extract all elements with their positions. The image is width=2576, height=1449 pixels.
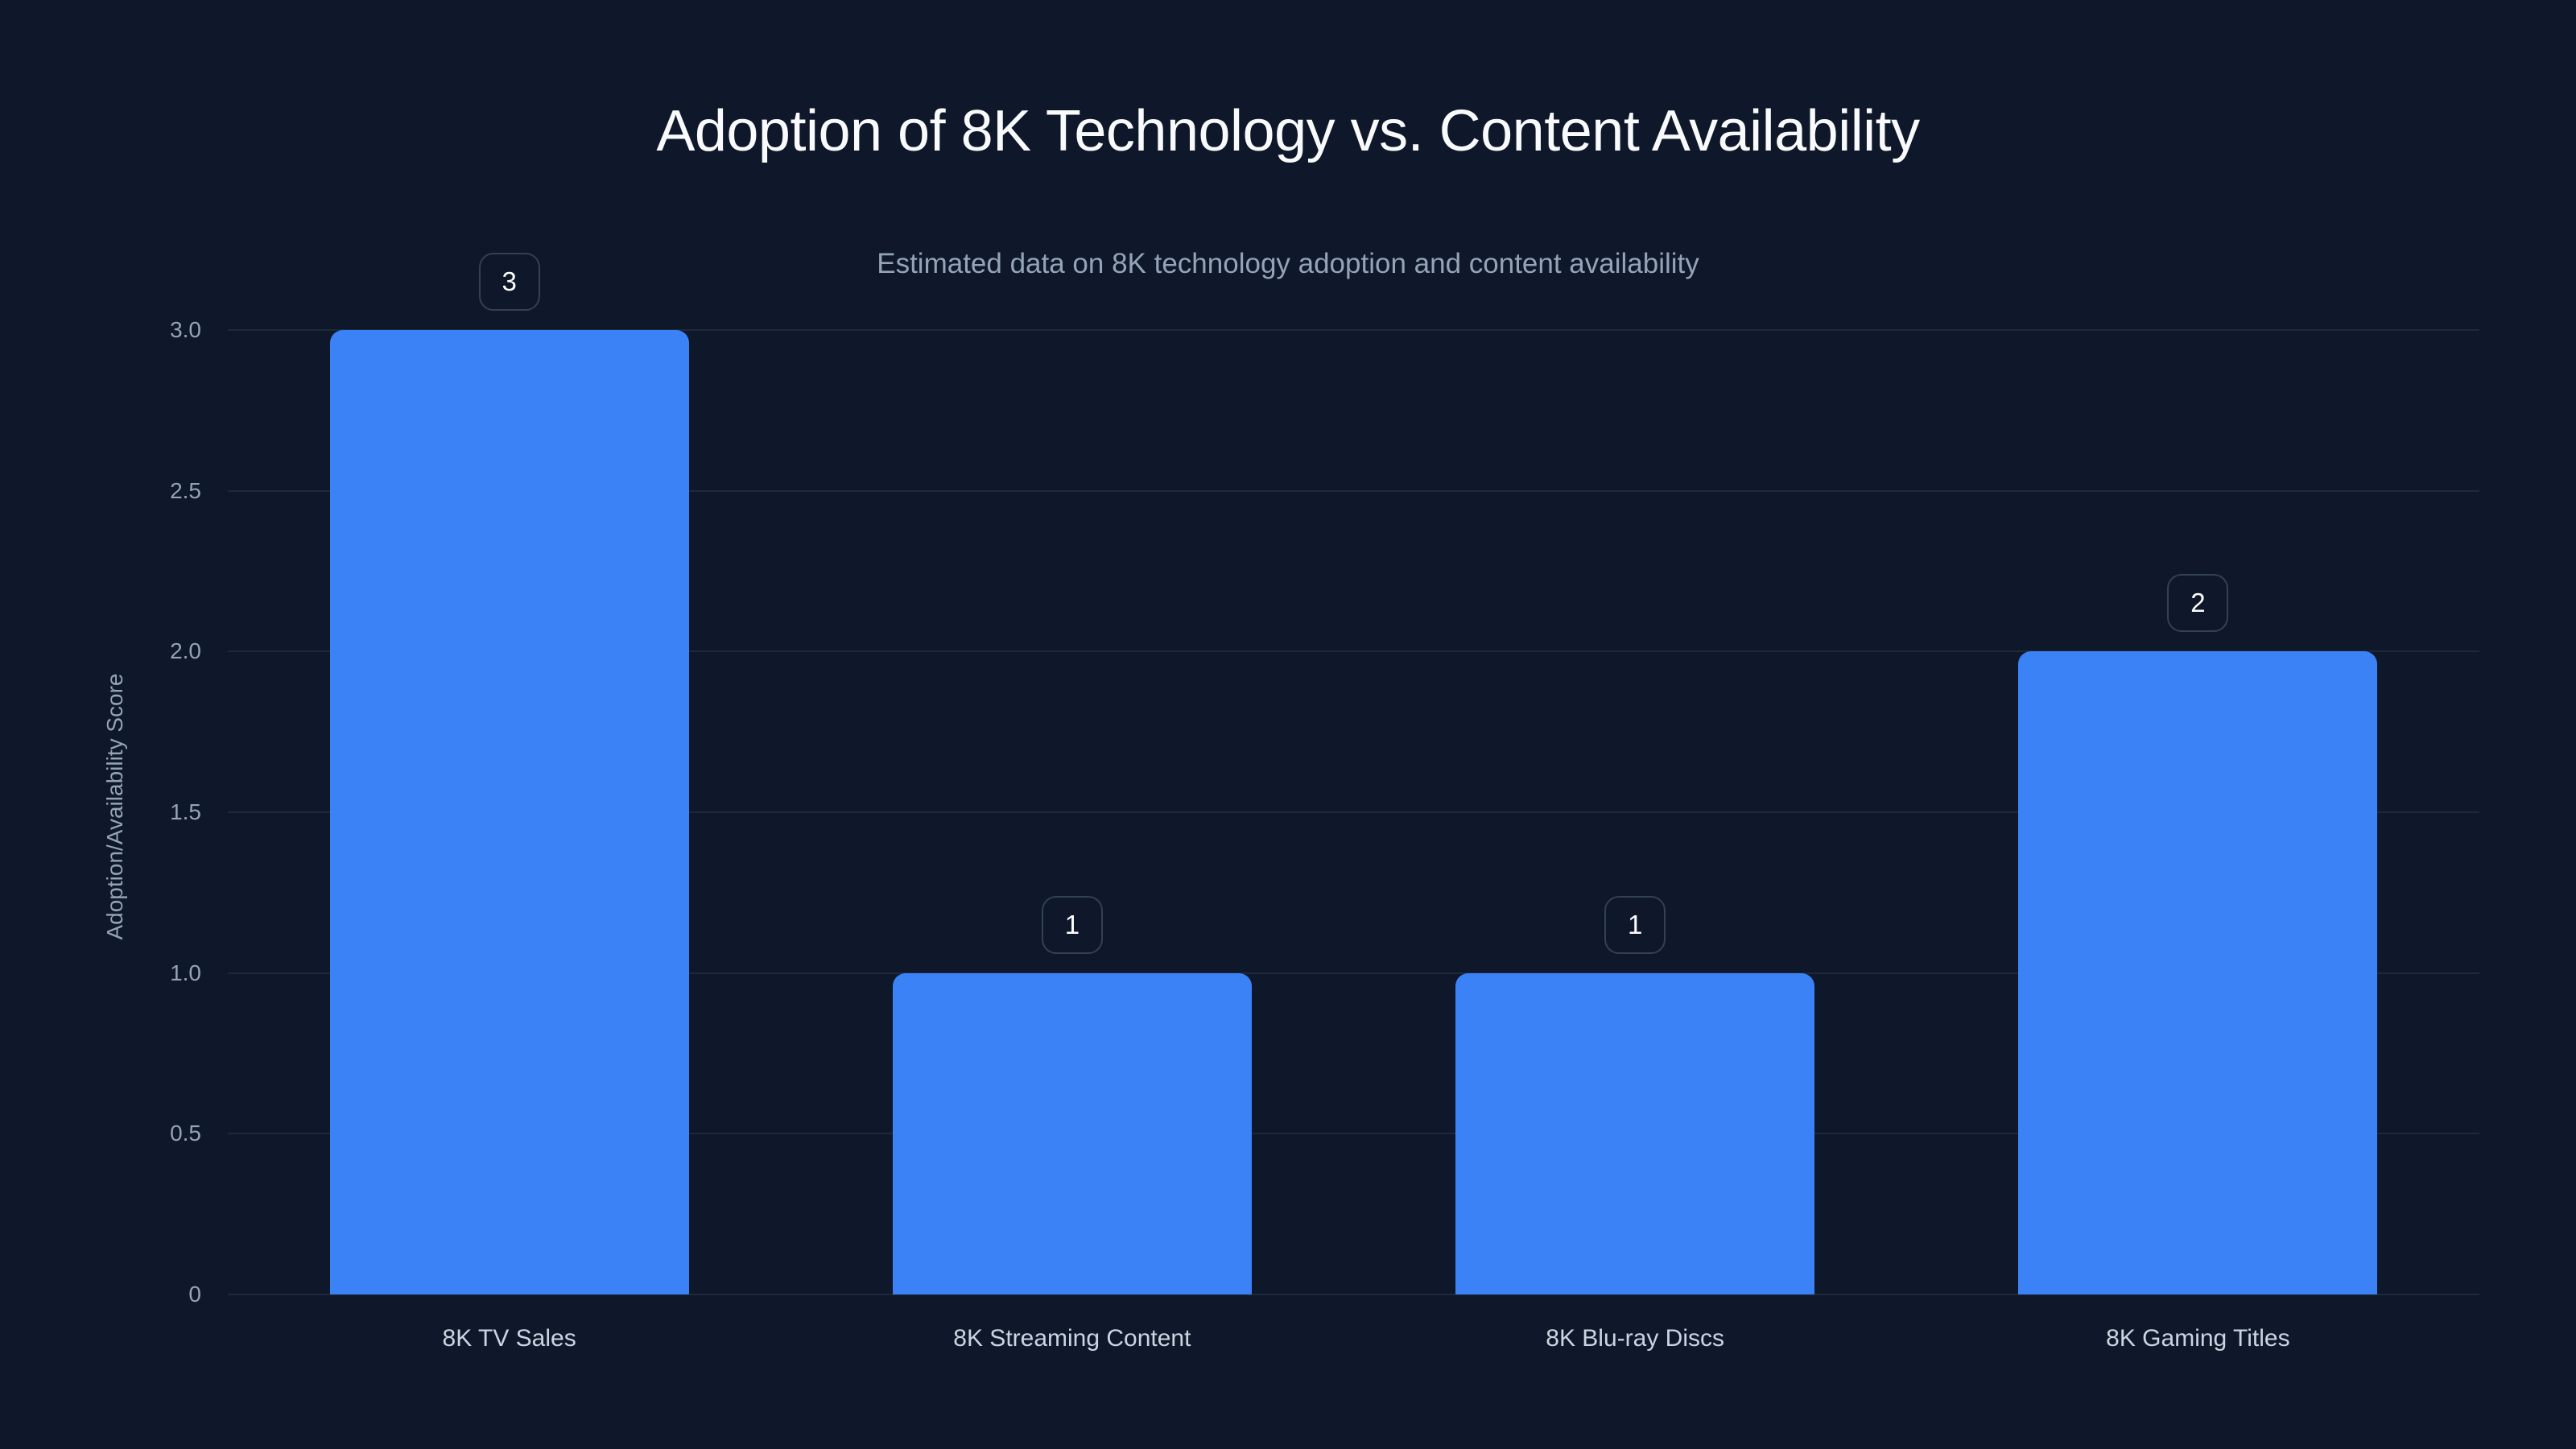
bar[interactable] <box>329 330 689 1294</box>
chart-subtitle: Estimated data on 8K technology adoption… <box>877 248 1699 279</box>
bar[interactable] <box>892 972 1252 1294</box>
gridline <box>228 489 2479 492</box>
x-tick-label: 8K Gaming Titles <box>2106 1325 2290 1352</box>
y-tick-label: 2.5 <box>170 477 201 503</box>
gridline <box>228 1133 2479 1135</box>
plot-area: 3 1 1 2 <box>228 253 2479 1295</box>
data-label: 1 <box>1041 895 1103 954</box>
chart-title: Adoption of 8K Technology vs. Content Av… <box>656 99 1920 163</box>
y-tick-label: 0.5 <box>170 1121 201 1146</box>
data-label: 2 <box>2167 574 2229 633</box>
gridline <box>228 329 2479 331</box>
bar[interactable] <box>1455 972 1815 1294</box>
data-label: 3 <box>478 253 540 311</box>
y-tick-label: 1.5 <box>170 799 201 824</box>
y-tick-label: 0 <box>188 1282 201 1307</box>
x-tick-label: 8K TV Sales <box>442 1325 576 1352</box>
x-tick-label: 8K Streaming Content <box>953 1325 1191 1352</box>
gridline <box>228 650 2479 653</box>
y-tick-label: 3.0 <box>170 317 201 342</box>
gridline <box>228 811 2479 813</box>
gridline <box>228 972 2479 974</box>
gridline <box>228 1294 2479 1295</box>
bar[interactable] <box>2018 651 2378 1294</box>
data-label: 1 <box>1604 895 1666 954</box>
x-tick-label: 8K Blu-ray Discs <box>1546 1325 1724 1352</box>
y-tick-label: 1.0 <box>170 960 201 985</box>
y-tick-label: 2.0 <box>170 638 201 664</box>
